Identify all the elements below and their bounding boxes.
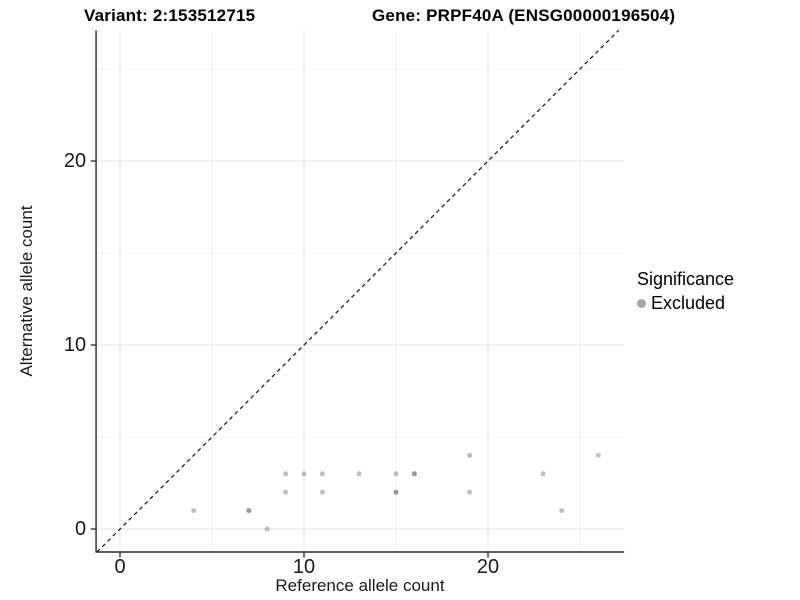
legend-item-label: Excluded [651, 293, 726, 313]
data-point [411, 471, 417, 477]
identity-line [96, 29, 620, 553]
data-point [393, 471, 399, 477]
data-point [559, 508, 565, 514]
data-point [467, 489, 473, 495]
x-tick-label-10: 10 [292, 556, 316, 578]
gene-title: Gene: PRPF40A (ENSG00000196504) [372, 6, 676, 25]
data-point [393, 489, 399, 495]
data-point [283, 489, 289, 495]
data-point [356, 471, 362, 477]
data-point [246, 508, 252, 514]
data-point [301, 471, 307, 477]
legend-point-icon [637, 299, 646, 308]
data-point [595, 452, 601, 458]
data-point [411, 471, 417, 477]
data-point [283, 471, 289, 477]
legend-title: Significance [637, 269, 735, 289]
y-tick-label-10: 10 [63, 334, 87, 356]
y-axis-label: Alternative allele count [17, 205, 36, 377]
data-point [319, 489, 325, 495]
data-point [393, 489, 399, 495]
data-point [191, 508, 197, 514]
y-tick-label-20: 20 [63, 150, 87, 172]
legend: Significance Excluded [637, 269, 734, 314]
data-point [540, 471, 546, 477]
variant-title: Variant: 2:153512715 [84, 6, 256, 25]
data-point [246, 508, 252, 514]
x-axis-label: Reference allele count [275, 576, 445, 595]
y-tick-label-0: 0 [74, 518, 87, 540]
x-tick-label-20: 20 [476, 556, 500, 578]
data-point [319, 471, 325, 477]
data-point [467, 452, 473, 458]
data-point [264, 526, 270, 532]
legend-item-excluded: Excluded [637, 293, 734, 314]
x-tick-label-0: 0 [114, 556, 126, 578]
